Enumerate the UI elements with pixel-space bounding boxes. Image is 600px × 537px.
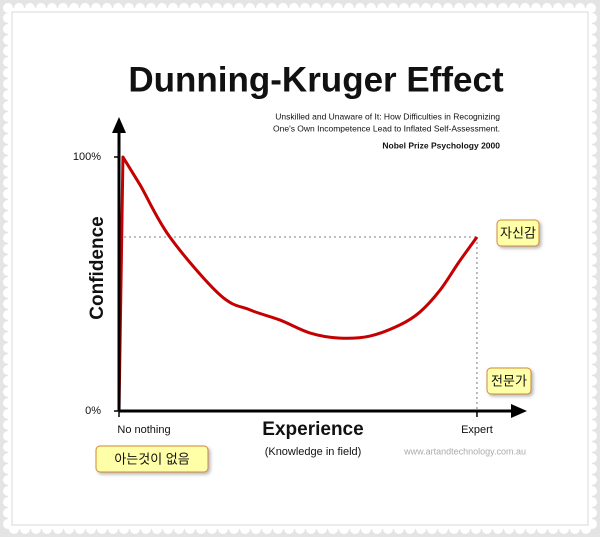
- annotation-box: [496, 219, 540, 247]
- annotation-text: 전문가: [491, 373, 527, 388]
- x-axis-note: (Knowledge in field): [265, 446, 362, 458]
- x-tick-label: Expert: [461, 424, 493, 436]
- x-axis-label: Experience: [262, 419, 363, 440]
- annotation: 전문가: [486, 367, 532, 395]
- annotation: 아는것이 없음: [95, 445, 209, 473]
- curve: [117, 155, 479, 412]
- annotation-box: [486, 367, 532, 395]
- annotation: 자신감: [496, 219, 540, 247]
- source: Nobel Prize Psychology 2000: [382, 140, 500, 150]
- y-tick-label: 0%: [85, 405, 101, 417]
- subtitle: Unskilled and Unaware of It: How Difficu…: [275, 111, 500, 121]
- watermark: www.artandtechnology.com.au: [403, 446, 526, 456]
- y-axis-label: Confidence: [87, 216, 108, 319]
- annotation-text: 아는것이 없음: [114, 451, 189, 466]
- y-axis-arrow: [112, 117, 126, 133]
- x-axis-arrow: [511, 404, 527, 418]
- y-tick-label: 100%: [73, 151, 101, 163]
- chart-title: Dunning-Kruger Effect: [128, 60, 504, 99]
- annotation-box: [95, 445, 209, 473]
- stamp-inner: [11, 11, 589, 526]
- x-tick-label: No nothing: [117, 424, 170, 436]
- subtitle: One's Own Incompetence Lead to Inflated …: [273, 123, 500, 133]
- annotation-text: 자신감: [500, 225, 536, 240]
